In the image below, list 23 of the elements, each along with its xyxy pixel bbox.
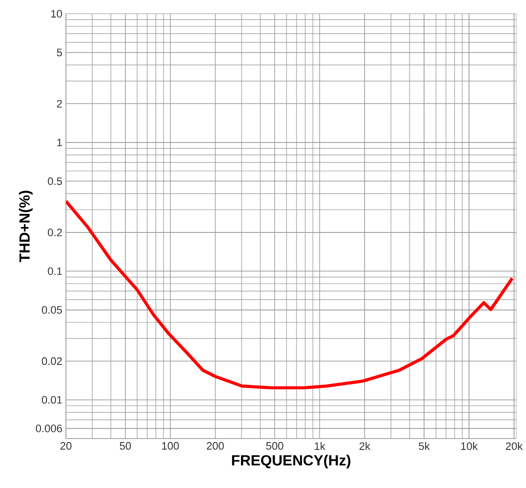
x-tick-label: 200: [206, 442, 224, 450]
y-tick-label: 0.006: [36, 424, 62, 432]
y-tick-label: 0.2: [48, 228, 62, 236]
x-axis-title: FREQUENCY(Hz): [232, 454, 350, 469]
y-tick-label: 0.05: [42, 306, 62, 314]
x-tick-label: 20k: [506, 442, 523, 450]
x-tick-label: 10k: [461, 442, 478, 450]
x-tick-label: 2k: [360, 442, 370, 450]
y-tick-label: 5: [56, 48, 62, 56]
x-tick-label: 5k: [418, 442, 430, 450]
y-tick-label: 0.02: [42, 357, 62, 366]
y-tick-label: 2: [56, 100, 62, 108]
x-tick-label: 500: [266, 442, 284, 450]
y-tick-label: 0.1: [48, 267, 62, 276]
y-tick-label: 10: [51, 10, 62, 18]
y-axis-title: THD+N(%): [18, 190, 33, 262]
y-tick-label: 0.01: [42, 396, 62, 404]
x-tick-label: 1k: [314, 442, 326, 450]
y-tick-label: 0.5: [48, 178, 62, 186]
x-tick-label: 20: [60, 442, 72, 450]
x-tick-label: 50: [120, 442, 131, 450]
x-tick-label: 100: [162, 442, 179, 450]
y-tick-label: 1: [57, 138, 62, 146]
